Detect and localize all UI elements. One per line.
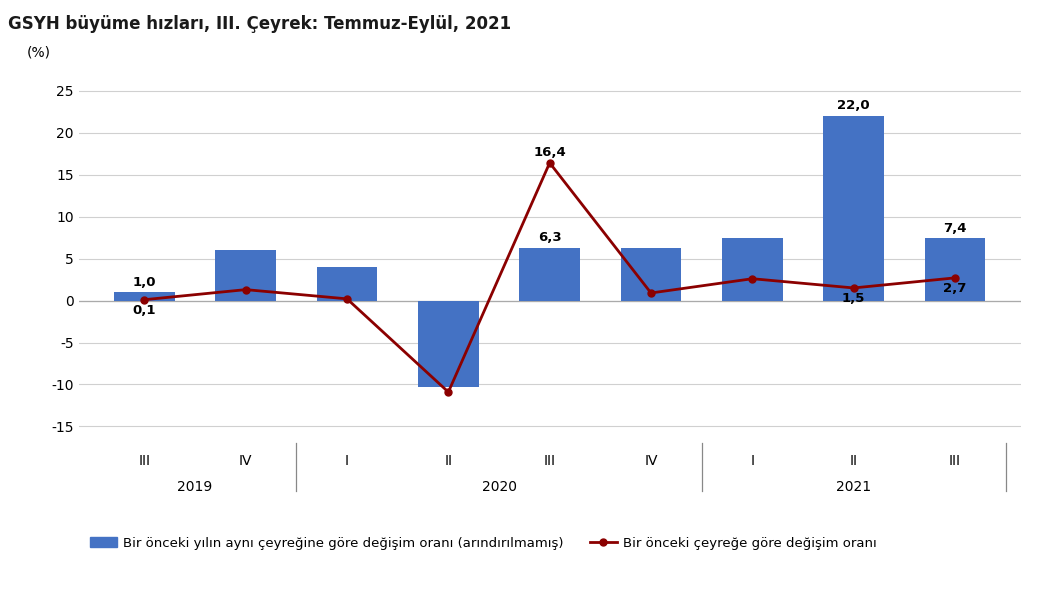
Text: 7,4: 7,4 bbox=[943, 222, 966, 235]
Text: 2020: 2020 bbox=[482, 480, 516, 494]
Text: 6,3: 6,3 bbox=[538, 231, 561, 244]
Bar bbox=[418, 301, 478, 387]
Bar bbox=[519, 248, 580, 301]
Text: 1,5: 1,5 bbox=[842, 292, 865, 305]
Legend: Bir önceki yılın aynı çeyreğine göre değişim oranı (arındırılmamış), Bir önceki : Bir önceki yılın aynı çeyreğine göre değ… bbox=[85, 531, 883, 555]
Bar bbox=[114, 292, 175, 301]
Bar bbox=[823, 116, 884, 301]
Text: (%): (%) bbox=[26, 45, 50, 59]
Text: GSYH büyüme hızları, III. Çeyrek: Temmuz-Eylül, 2021: GSYH büyüme hızları, III. Çeyrek: Temmuz… bbox=[8, 15, 512, 33]
Bar bbox=[621, 248, 682, 301]
Text: 1,0: 1,0 bbox=[133, 276, 156, 289]
Bar bbox=[722, 238, 783, 301]
Bar bbox=[925, 238, 985, 301]
Text: 16,4: 16,4 bbox=[533, 145, 566, 158]
Text: 2021: 2021 bbox=[837, 480, 871, 494]
Text: 2,7: 2,7 bbox=[943, 282, 966, 295]
Text: 2019: 2019 bbox=[177, 480, 213, 494]
Bar bbox=[216, 250, 276, 301]
Text: 22,0: 22,0 bbox=[838, 99, 870, 112]
Text: 0,1: 0,1 bbox=[133, 304, 156, 317]
Bar bbox=[316, 267, 377, 301]
